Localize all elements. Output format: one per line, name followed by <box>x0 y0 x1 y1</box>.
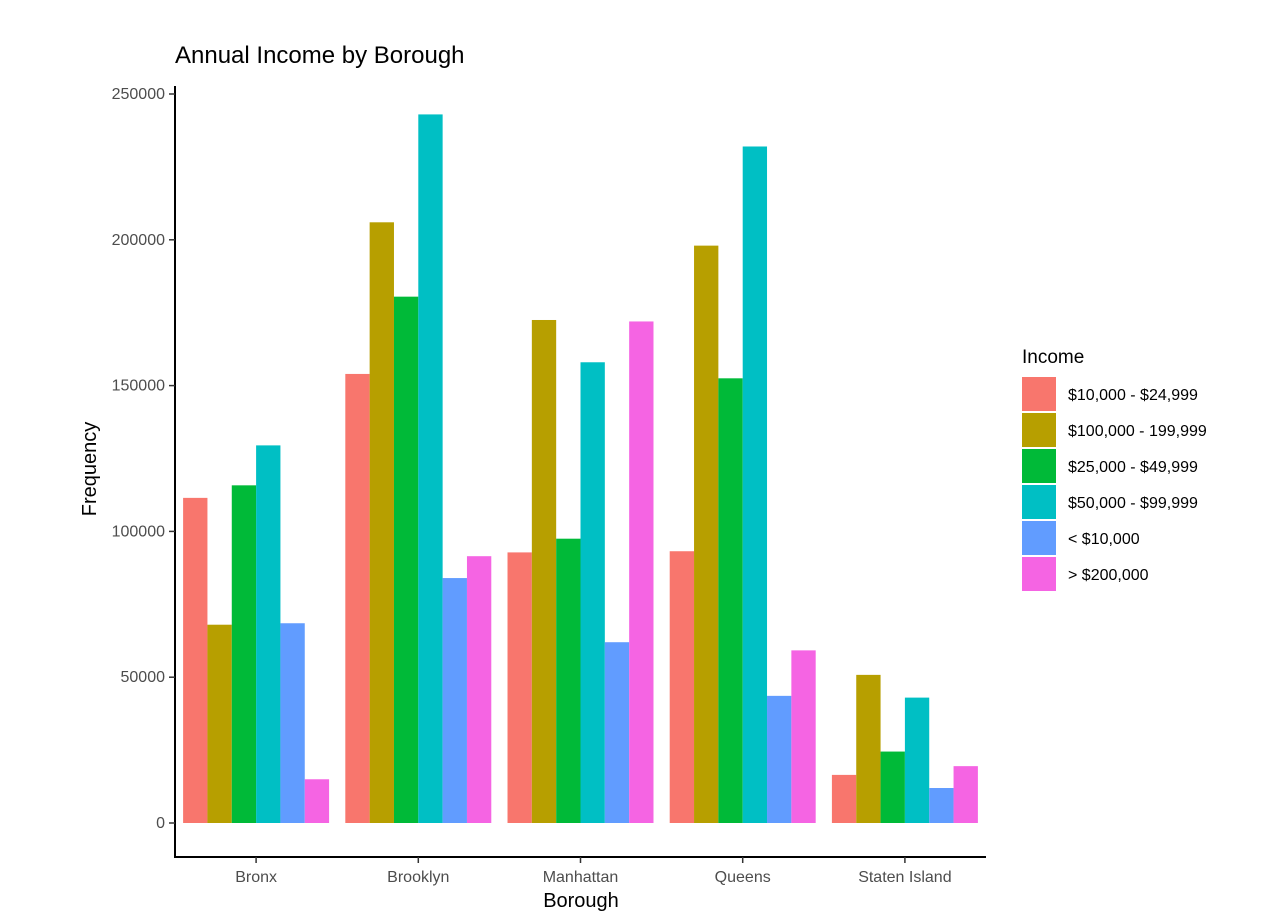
x-axis: Bronx Brooklyn Manhattan Queens Staten Islan… <box>174 856 986 886</box>
legend-label-1: $10,000 - $24,999 <box>1068 387 1198 404</box>
y-tick-label: 150000 <box>112 378 165 395</box>
bar-bronx-series-6 <box>304 779 330 823</box>
bar-queens-series-3 <box>718 378 743 823</box>
legend-label-6: > $200,000 <box>1068 567 1149 584</box>
legend-key-1 <box>1022 377 1056 411</box>
bar-bronx-series-2 <box>207 624 232 823</box>
y-tick-label: 50000 <box>121 669 166 686</box>
x-tick-label: Staten Island <box>858 869 951 886</box>
x-axis-title: Borough <box>543 890 619 912</box>
legend-label-5: < $10,000 <box>1068 531 1140 548</box>
y-axis-title: Frequency <box>79 422 101 517</box>
y-tick-label: 0 <box>156 815 165 832</box>
bar-brooklyn-series-6 <box>466 556 492 823</box>
legend-key-4 <box>1022 485 1056 519</box>
bars-group <box>183 114 978 824</box>
legend: Income $10,000 - $24,999 $100,000 - 199,9… <box>1022 347 1207 591</box>
bar-staten-island-series-5 <box>929 788 954 823</box>
legend-key-5 <box>1022 521 1056 555</box>
bar-bronx-series-5 <box>280 623 305 823</box>
bar-manhattan-series-5 <box>604 642 630 823</box>
x-tick-label: Brooklyn <box>387 869 449 886</box>
bar-staten-island-series-3 <box>880 751 905 823</box>
bar-brooklyn-series-4 <box>418 114 443 823</box>
bar-manhattan-series-6 <box>629 321 654 823</box>
bar-queens-series-1 <box>669 551 695 823</box>
x-tick-label: Queens <box>715 869 771 886</box>
chart-title: Annual Income by Borough <box>175 42 465 69</box>
bar-staten-island-series-1 <box>831 774 857 823</box>
bar-manhattan-series-3 <box>556 538 581 823</box>
legend-label-4: $50,000 - $99,999 <box>1068 495 1198 512</box>
bar-queens-series-5 <box>767 695 792 823</box>
y-tick-label: 200000 <box>112 232 165 249</box>
bar-queens-series-6 <box>791 650 816 823</box>
legend-key-2 <box>1022 413 1056 447</box>
bar-queens-series-2 <box>694 245 719 823</box>
bar-brooklyn-series-3 <box>393 296 419 823</box>
legend-key-6 <box>1022 557 1056 591</box>
legend-title: Income <box>1022 347 1084 368</box>
bar-queens-series-4 <box>742 146 768 824</box>
bar-brooklyn-series-1 <box>345 373 370 823</box>
bar-staten-island-series-6 <box>953 766 978 823</box>
legend-key-3 <box>1022 449 1056 483</box>
x-tick-label: Manhattan <box>543 869 619 886</box>
bar-staten-island-series-2 <box>856 674 881 823</box>
bar-brooklyn-series-5 <box>442 578 467 823</box>
bar-manhattan-series-4 <box>580 362 605 823</box>
bar-bronx-series-3 <box>231 485 257 823</box>
bar-staten-island-series-4 <box>904 697 930 823</box>
bar-brooklyn-series-2 <box>369 222 394 824</box>
bar-manhattan-series-2 <box>531 319 557 823</box>
bar-manhattan-series-1 <box>507 552 532 823</box>
legend-label-2: $100,000 - 199,999 <box>1068 423 1207 440</box>
y-axis: 0 50000 100000 150000 200000 250000 <box>112 86 176 858</box>
y-tick-label: 100000 <box>112 523 165 540</box>
y-tick-label: 250000 <box>112 86 165 103</box>
legend-label-3: $25,000 - $49,999 <box>1068 459 1198 476</box>
bar-bronx-series-4 <box>256 445 281 823</box>
bar-bronx-series-1 <box>183 497 208 823</box>
x-tick-label: Bronx <box>235 869 277 886</box>
